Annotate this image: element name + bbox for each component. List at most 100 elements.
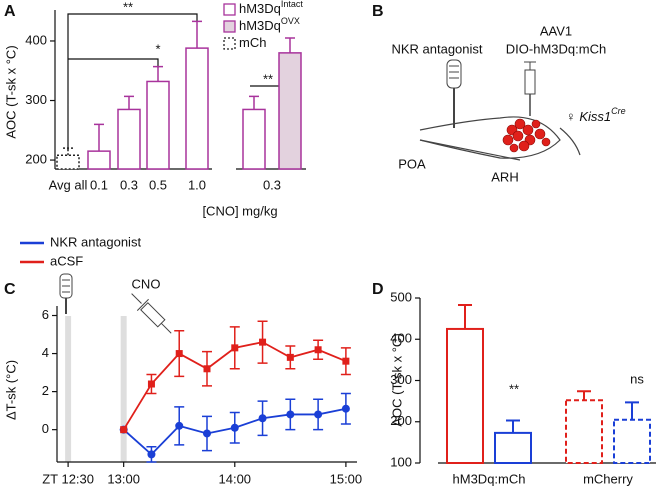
bar bbox=[613, 418, 651, 464]
bar bbox=[494, 431, 532, 465]
x-tick-label: 15:00 bbox=[330, 471, 363, 486]
x-axis-label: [CNO] mg/kg bbox=[202, 203, 277, 218]
x-tick-label: 0.1 bbox=[90, 177, 108, 192]
sex-symbol: ♀ bbox=[566, 109, 576, 124]
error-bar bbox=[192, 20, 202, 49]
x-tick-label: hM3Dq:mCh bbox=[453, 471, 526, 486]
marker bbox=[286, 353, 294, 361]
marker bbox=[175, 350, 183, 358]
error-bar bbox=[506, 419, 520, 433]
legend-label: mCh bbox=[239, 35, 266, 50]
marker bbox=[258, 414, 267, 423]
legend-name: hM3Dq bbox=[239, 18, 281, 33]
region-label: ARH bbox=[491, 169, 518, 184]
significance: ** bbox=[509, 381, 519, 396]
x-tick-label: 14:00 bbox=[219, 471, 252, 486]
y-tick-label: 4 bbox=[42, 345, 49, 360]
error-bar bbox=[249, 95, 259, 110]
bar bbox=[242, 108, 266, 170]
gene-sup: Cre bbox=[611, 106, 626, 116]
region-label: POA bbox=[398, 156, 426, 171]
x-tick-label: ZT 12:30 bbox=[42, 471, 94, 486]
significance: ns bbox=[630, 371, 644, 386]
marker bbox=[286, 410, 295, 419]
y-tick-label: 300 bbox=[390, 372, 412, 387]
panel-label: A bbox=[4, 3, 16, 20]
marker bbox=[147, 380, 155, 388]
construct-label: DIO-hM3Dq:mCh bbox=[506, 41, 606, 56]
y-tick-label: 400 bbox=[25, 32, 47, 47]
legend-swatch bbox=[223, 3, 236, 16]
marker bbox=[203, 429, 211, 438]
legend-label: aCSF bbox=[50, 253, 83, 268]
error-bar bbox=[124, 95, 134, 110]
legend-label: hM3DqIntact bbox=[239, 0, 303, 16]
x-tick-label: Avg all bbox=[49, 177, 88, 192]
bar bbox=[565, 399, 603, 464]
error-bar bbox=[63, 147, 73, 156]
error-bar bbox=[625, 401, 639, 420]
marker bbox=[314, 410, 323, 419]
significance: ** bbox=[263, 71, 273, 86]
marker bbox=[175, 421, 184, 430]
injection-marker bbox=[120, 316, 127, 462]
probe-label: NKR antagonist bbox=[391, 41, 482, 56]
syringe-icon bbox=[524, 61, 536, 116]
probe-icon bbox=[59, 273, 73, 314]
x-tick-label: 1.0 bbox=[188, 177, 206, 192]
error-bar bbox=[577, 390, 591, 401]
mouse-line: ♀ Kiss1Cre bbox=[566, 106, 626, 124]
y-tick-label: 100 bbox=[390, 454, 412, 469]
marker bbox=[203, 365, 211, 373]
bar bbox=[117, 108, 141, 170]
bar bbox=[87, 150, 111, 170]
x-tick-label: 0.3 bbox=[120, 177, 138, 192]
marker bbox=[231, 344, 239, 352]
marker bbox=[342, 357, 350, 365]
marker bbox=[341, 404, 350, 413]
legend-label: hM3DqOVX bbox=[239, 16, 300, 33]
y-axis-label: AOC (T-sk x °C) bbox=[389, 333, 404, 426]
marker bbox=[230, 423, 239, 432]
gene: Kiss1 bbox=[579, 109, 611, 124]
y-tick-label: 500 bbox=[390, 289, 412, 304]
panel-label: D bbox=[372, 281, 384, 298]
marker bbox=[120, 426, 128, 434]
y-tick-label: 200 bbox=[25, 152, 47, 167]
syringe-icon bbox=[131, 293, 172, 334]
y-tick-label: 300 bbox=[25, 92, 47, 107]
diagram: NKR antagonist AAV1 DIO-hM3Dq:mCh ♀ Kiss… bbox=[391, 23, 625, 184]
y-axis-label: AOC (T-sk x °C) bbox=[3, 45, 18, 138]
y-tick-label: 400 bbox=[390, 331, 412, 346]
significance: * bbox=[155, 41, 160, 56]
y-tick-label: 6 bbox=[42, 307, 49, 322]
significance: ** bbox=[123, 0, 133, 14]
x-tick-label: 0.3 bbox=[263, 177, 281, 192]
error-bar bbox=[94, 123, 104, 152]
y-axis-label: ΔT-sk (°C) bbox=[3, 360, 18, 420]
legend-sup: Intact bbox=[281, 0, 304, 9]
legend-swatch bbox=[223, 37, 236, 50]
bar bbox=[446, 327, 484, 464]
panel-label: C bbox=[4, 281, 16, 298]
legend-sup: OVX bbox=[281, 16, 300, 26]
legend-name: mCh bbox=[239, 35, 266, 50]
marker bbox=[147, 450, 156, 459]
legend-name: hM3Dq bbox=[239, 1, 281, 16]
probe-icon bbox=[446, 59, 462, 128]
brain-outline bbox=[419, 116, 581, 161]
x-tick-label: mCherry bbox=[583, 471, 633, 486]
y-tick-label: 0 bbox=[42, 421, 49, 436]
bar bbox=[185, 47, 209, 170]
marker bbox=[259, 338, 267, 346]
error-bar bbox=[458, 304, 472, 329]
bar bbox=[146, 80, 170, 170]
legend-swatch bbox=[223, 20, 236, 33]
injection-marker bbox=[65, 316, 72, 462]
x-tick-label: 0.5 bbox=[149, 177, 167, 192]
error-bar bbox=[153, 65, 163, 82]
error-bar bbox=[285, 37, 295, 53]
y-tick-label: 2 bbox=[42, 383, 49, 398]
panel-label: B bbox=[372, 3, 384, 20]
